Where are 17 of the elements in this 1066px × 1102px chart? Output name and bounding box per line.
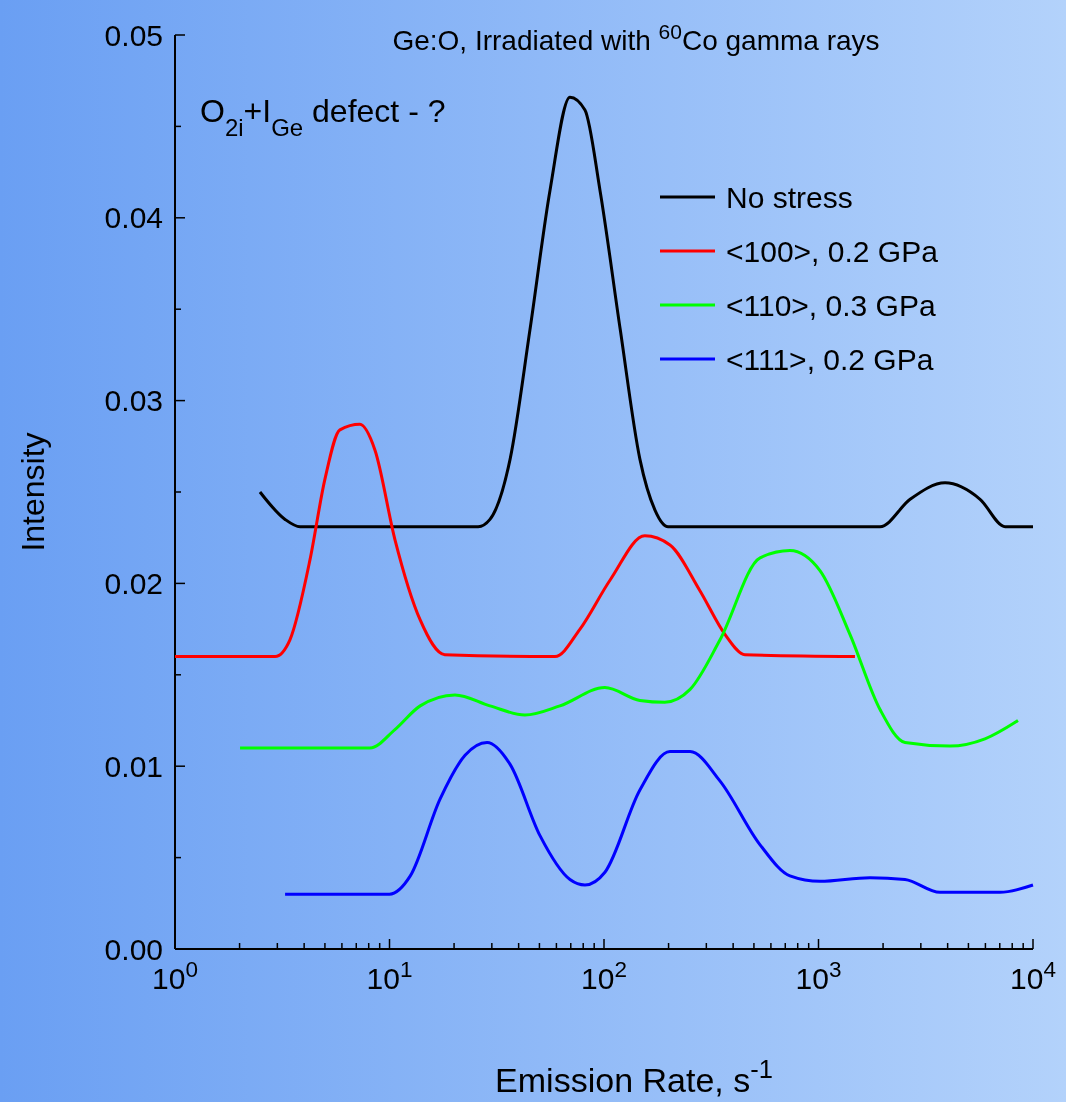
x-tick-label: 10$^{1}$ <box>366 956 413 995</box>
legend-label: No stress <box>726 180 853 214</box>
x-tick-label: 10$^{4}$ <box>1010 956 1056 995</box>
x-tick-label: 10$^{3}$ <box>795 956 842 995</box>
y-tick-label: 0.02 <box>104 566 163 600</box>
x-axis-title: Emission Rate, s$^{-1}$ <box>495 1055 773 1099</box>
x-tick-label: 10$^{2}$ <box>581 956 627 995</box>
y-tick-label: 0.04 <box>104 201 163 235</box>
y-axis-title: Intensity <box>15 432 51 552</box>
legend-label: <111>, 0.2 GPa <box>726 342 934 376</box>
y-tick-label: 0.01 <box>104 749 163 783</box>
annotation: O$_{2i}$+I$_{Ge}$ defect - ? <box>200 93 446 141</box>
legend-label: <100>, 0.2 GPa <box>726 234 939 268</box>
y-tick-label: 0.05 <box>104 18 163 52</box>
y-tick-label: 0.03 <box>104 384 163 418</box>
chart-title: Ge:O, Irradiated with $^{60}$Co gamma rays <box>392 19 880 56</box>
legend-label: <110>, 0.3 GPa <box>726 288 936 322</box>
